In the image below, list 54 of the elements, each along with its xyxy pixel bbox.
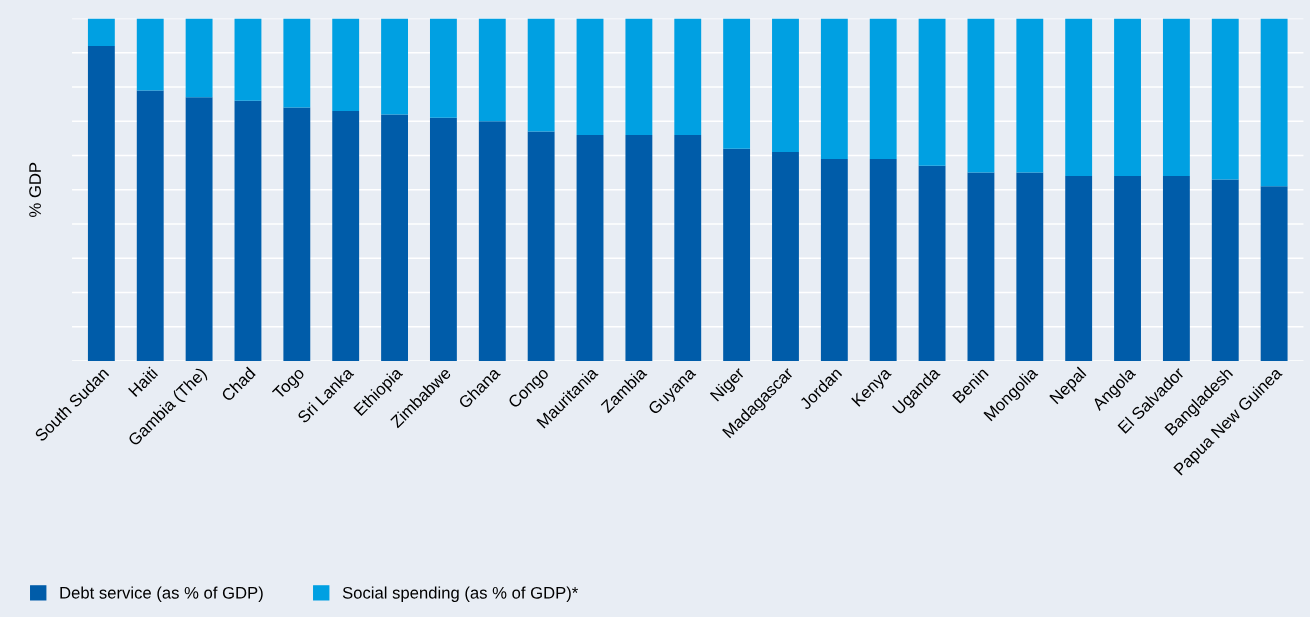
bar: [1016, 18, 1044, 173]
bar: [674, 134, 702, 361]
bar: [283, 107, 311, 361]
y-axis-title: % GDP: [29, 162, 41, 217]
bar: [429, 18, 457, 118]
bar: [185, 18, 213, 98]
bar: [1162, 176, 1190, 361]
bar: [1016, 172, 1044, 361]
bar: [674, 18, 702, 135]
bar: [381, 18, 408, 115]
bar: [869, 18, 897, 159]
bar: [332, 110, 360, 361]
x-tick-label: Togo: [271, 366, 308, 403]
bar: [527, 131, 555, 361]
bar: [1211, 18, 1239, 180]
bar: [723, 148, 751, 361]
bar: [918, 18, 946, 166]
bar: [625, 18, 653, 135]
bar: [1065, 18, 1093, 177]
bar: [87, 18, 115, 46]
bar: [820, 18, 848, 159]
bar: [234, 18, 262, 101]
bar: [1114, 176, 1141, 361]
bar: [1114, 18, 1141, 177]
bar: [967, 172, 995, 361]
bar: [1162, 18, 1190, 177]
bar: [478, 18, 506, 122]
bar: [1260, 186, 1288, 361]
bar: [967, 18, 995, 173]
bar: [136, 18, 164, 91]
bar: [87, 45, 115, 361]
bar: [820, 158, 848, 361]
bar: [576, 134, 604, 361]
bar: [429, 117, 457, 361]
bar: [918, 165, 946, 361]
bar: [283, 18, 311, 108]
bar: [527, 18, 555, 132]
bar: [576, 18, 604, 135]
bar: [185, 97, 213, 361]
bar: [136, 90, 164, 361]
bar: [381, 114, 408, 361]
legend-label: Social spending (as % of GDP)*: [342, 586, 579, 602]
bar: [772, 152, 799, 361]
legend-label: Debt service (as % of GDP): [60, 586, 263, 602]
bar: [723, 18, 751, 149]
bar: [869, 158, 897, 361]
bar: [1065, 176, 1093, 361]
bar: [772, 18, 799, 153]
bar: [332, 18, 360, 111]
bar: [234, 100, 262, 361]
bar: [478, 121, 506, 361]
bar: [1260, 18, 1288, 187]
bar: [1211, 179, 1239, 361]
bar: [625, 134, 653, 361]
